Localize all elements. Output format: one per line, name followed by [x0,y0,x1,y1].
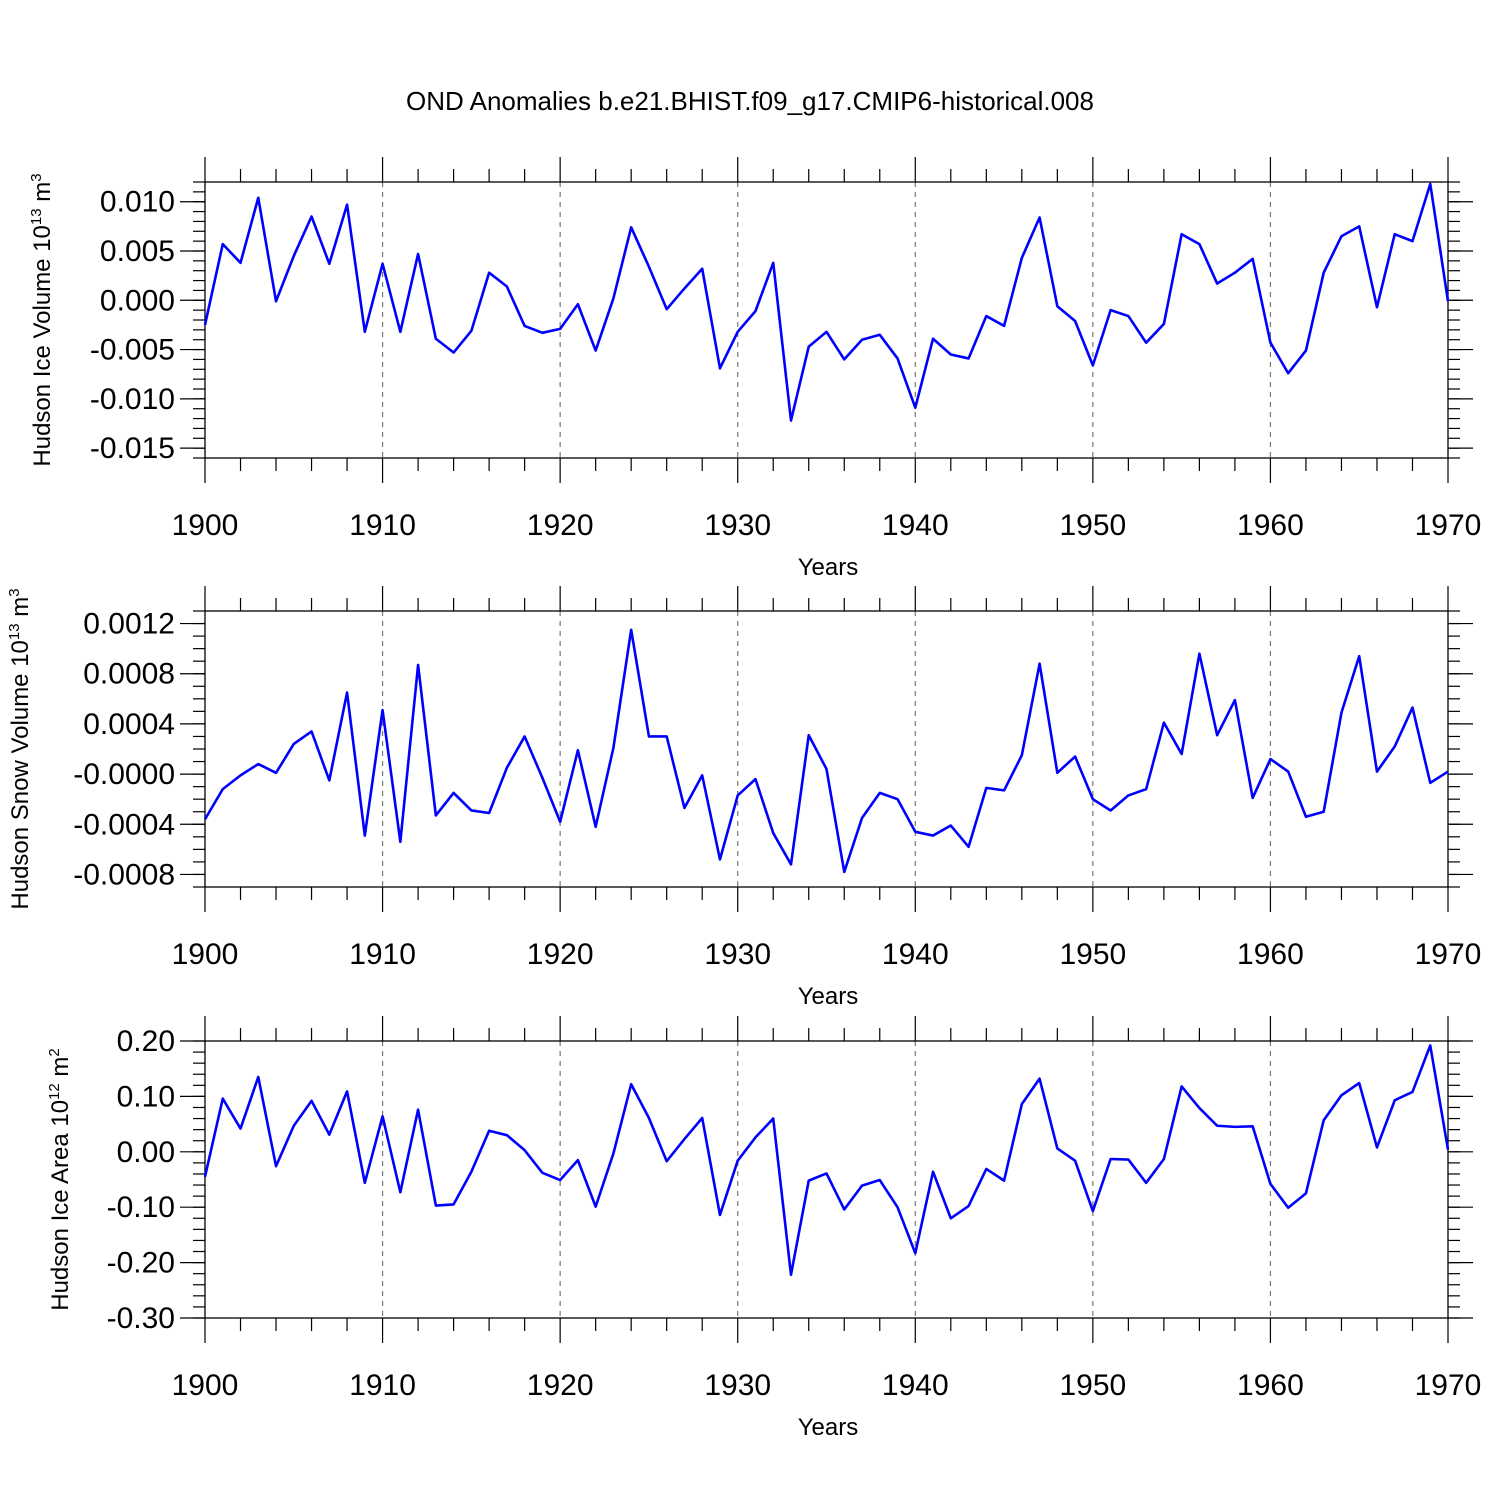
y-tick-label: 0.010 [100,186,175,219]
y-axis-label-unit-exponent: 2 [46,1048,63,1056]
x-tick-label: 1930 [704,509,771,542]
x-tick-label: 1970 [1415,938,1482,971]
x-tick-label: 1910 [349,1369,416,1402]
y-axis-label-unit: m [47,1057,74,1084]
x-tick-label: 1900 [172,509,239,542]
x-tick-label: 1950 [1059,1369,1126,1402]
y-tick-label: -0.10 [107,1191,175,1224]
y-axis-label-exponent: 12 [46,1083,63,1100]
plot-frame [204,181,1449,459]
y-tick-label: -0.015 [90,432,175,465]
y-tick-label: 0.00 [117,1136,175,1169]
x-tick-label: 1920 [527,938,594,971]
x-tick-label: 1910 [349,509,416,542]
x-axis-label: Years [798,554,859,581]
x-tick-label: 1970 [1415,509,1482,542]
y-tick-label: 0.20 [117,1025,175,1058]
y-tick-label: 0.000 [100,284,175,317]
y-axis-label-unit: m [7,597,34,624]
y-axis-label-text: Hudson Snow Volume 10 [7,640,34,910]
plot-frame [204,1040,1449,1319]
x-tick-label: 1940 [882,938,949,971]
y-tick-label: -0.010 [90,383,175,416]
y-axis-label-text: Hudson Ice Area 10 [47,1100,74,1311]
y-tick-label: -0.30 [107,1302,175,1335]
series-line [203,182,1450,422]
y-axis-label: Hudson Ice Volume 1013 m3 [28,173,56,466]
y-tick-label: -0.0004 [73,808,175,841]
y-axis-label-exponent: 13 [28,208,45,225]
panel-snow-volume: 0.0012 0.0008 0.0004 -0.0000 -0.0004 -0.0008 1… [6,586,1481,1010]
plot-frame [204,610,1449,888]
y-axis-label-unit-exponent: 3 [6,588,23,596]
x-tick-label: 1960 [1237,938,1304,971]
panel-ice-volume: 0.010 0.005 0.000 -0.005 -0.010 -0.015 1900 191… [28,157,1481,581]
x-tick-label: 1920 [527,1369,594,1402]
y-axis-label-unit-exponent: 3 [28,173,45,181]
x-axis-label: Years [798,983,859,1010]
y-tick-label: 0.0004 [83,708,175,741]
y-axis-label-text: Hudson Ice Volume 10 [29,225,56,467]
y-tick-label: 0.005 [100,235,175,268]
figure-title: OND Anomalies b.e21.BHIST.f09_g17.CMIP6-… [406,86,1094,116]
x-tick-label: 1930 [704,938,771,971]
y-axis-label-exponent: 13 [6,623,23,640]
x-axis-label: Years [798,1414,859,1441]
y-tick-label: -0.0008 [73,858,175,891]
x-tick-label: 1910 [349,938,416,971]
x-tick-label: 1920 [527,509,594,542]
y-tick-label: 0.10 [117,1080,175,1113]
y-tick-label: -0.20 [107,1247,175,1280]
x-tick-label: 1900 [172,938,239,971]
y-tick-label: -0.005 [90,334,175,367]
x-tick-label: 1940 [882,1369,949,1402]
y-axis-label: Hudson Ice Area 1012 m2 [46,1048,74,1311]
y-tick-label: -0.0000 [73,758,175,791]
y-axis-label: Hudson Snow Volume 1013 m3 [6,588,34,909]
x-tick-label: 1950 [1059,938,1126,971]
y-axis-label-unit: m [29,182,56,209]
series-line [203,1044,1450,1277]
x-tick-label: 1970 [1415,1369,1482,1402]
y-tick-label: 0.0012 [83,608,175,641]
panel-ice-area: 0.20 0.10 0.00 -0.10 -0.20 -0.30 1900 1910 1920 1… [46,1016,1481,1441]
x-tick-label: 1960 [1237,509,1304,542]
x-tick-label: 1900 [172,1369,239,1402]
y-tick-label: 0.0008 [83,658,175,691]
series-line [203,628,1449,874]
x-tick-label: 1950 [1059,509,1126,542]
x-tick-label: 1940 [882,509,949,542]
x-tick-label: 1930 [704,1369,771,1402]
x-tick-label: 1960 [1237,1369,1304,1402]
